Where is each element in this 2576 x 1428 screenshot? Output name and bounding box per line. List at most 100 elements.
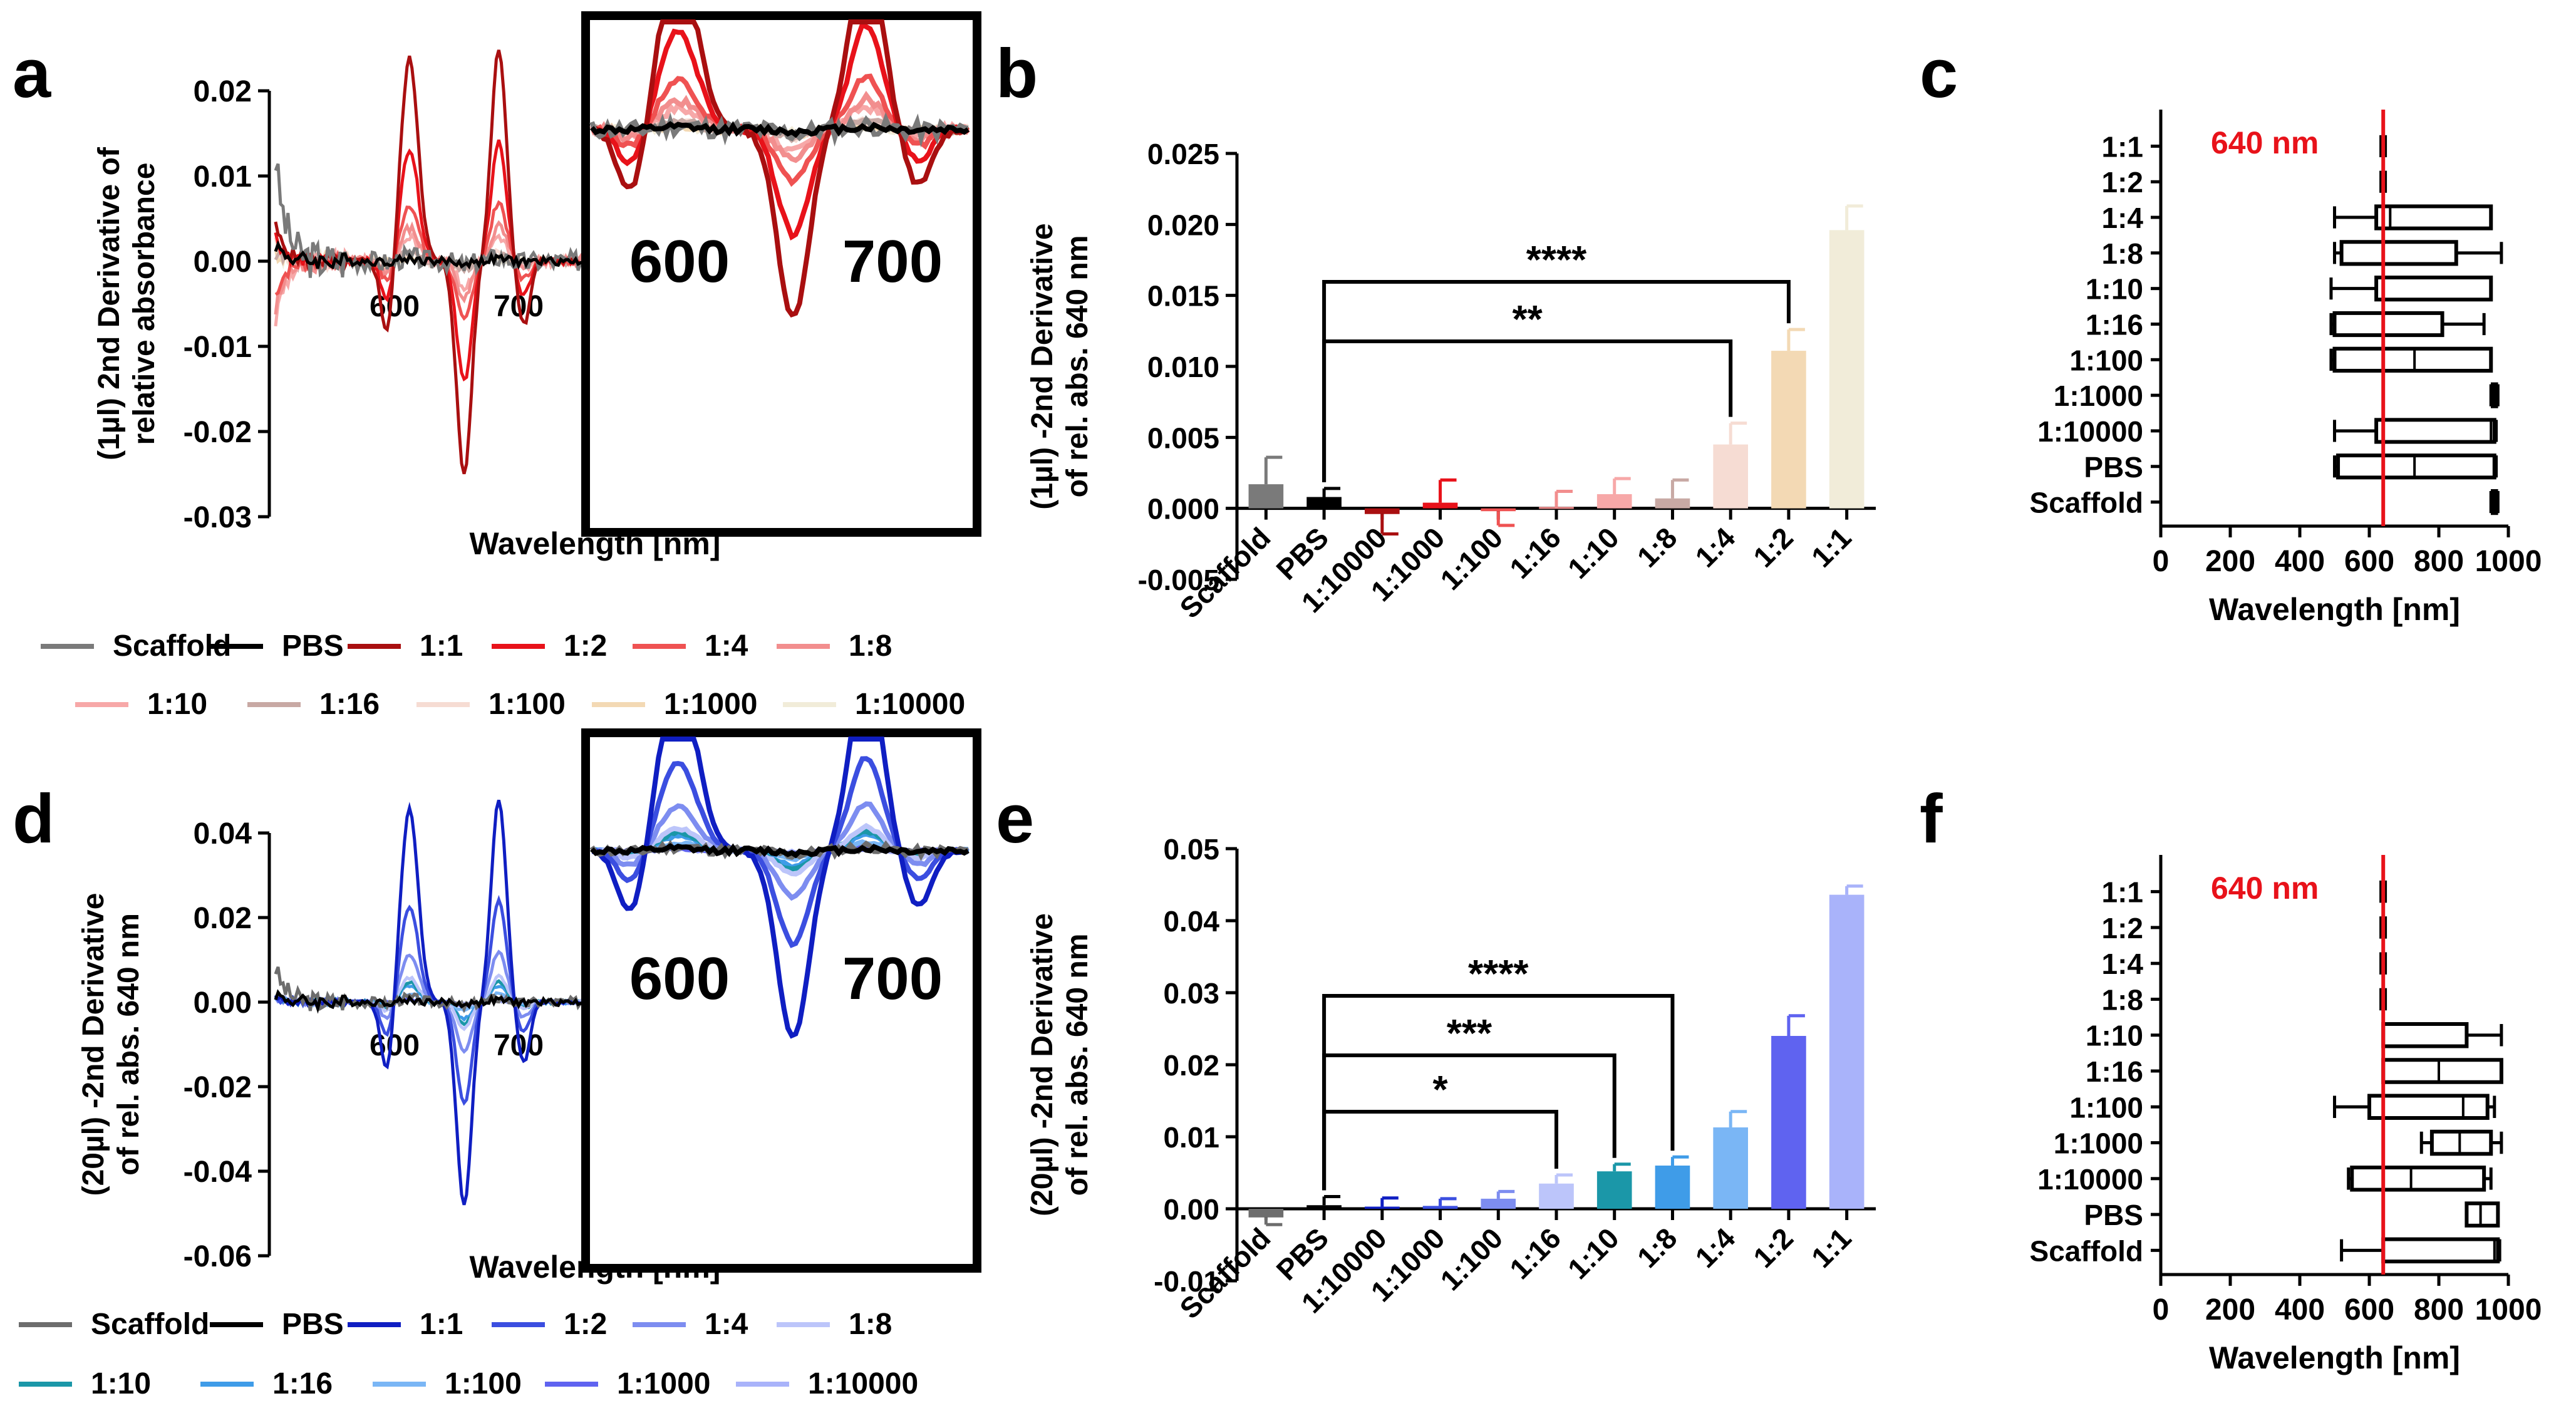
x-tick-label: 1:10 bbox=[1561, 521, 1625, 585]
bar-1:8 bbox=[1655, 498, 1690, 509]
panel-f-box-plot: 0 200 400 600 800 1000 Wavelength [nm] 1:11:2 1:… bbox=[2030, 855, 2542, 1375]
significance-bracket bbox=[1322, 1110, 1558, 1191]
y-tick-label: 1:4 bbox=[2102, 948, 2144, 980]
y-tick-label: 1:8 bbox=[2102, 983, 2143, 1016]
legend-label: 1:2 bbox=[564, 1308, 607, 1341]
bar-1:10 bbox=[1596, 494, 1632, 509]
series-line-PBS bbox=[274, 240, 586, 270]
y-tick-label: 0.03 bbox=[1163, 977, 1219, 1010]
inset-series-line-PBS bbox=[590, 843, 970, 859]
inset-x-tick-label: 600 bbox=[629, 228, 730, 295]
bar-1:10000 bbox=[1365, 1206, 1400, 1209]
y-axis-title-line: of rel. abs. 640 nm bbox=[1061, 934, 1094, 1196]
y-tick-label: 1:100 bbox=[2069, 1091, 2143, 1124]
x-tick-label: 0 bbox=[2153, 545, 2170, 578]
inset-series-line-1:1 bbox=[592, 737, 969, 1039]
y-tick-label: 0.04 bbox=[194, 817, 252, 851]
y-tick-label: 0.000 bbox=[1147, 493, 1219, 525]
box-1:4 bbox=[2374, 204, 2493, 230]
panel-label-e: e bbox=[996, 780, 1034, 857]
panel-label-d: d bbox=[13, 780, 54, 857]
x-tick-label: 1:2 bbox=[1747, 521, 1799, 574]
y-tick-label: 1:2 bbox=[2102, 166, 2143, 199]
y-tick-label: PBS bbox=[2084, 1199, 2143, 1231]
y-tick-label: -0.02 bbox=[184, 1071, 252, 1104]
panel-label-c: c bbox=[1920, 35, 1958, 112]
legend-label: 1:1000 bbox=[617, 1367, 710, 1400]
significance-bracket bbox=[1322, 994, 1675, 1191]
legend-label: 1:8 bbox=[849, 1308, 892, 1341]
significance-bracket bbox=[1322, 1053, 1616, 1191]
panel-label-f: f bbox=[1920, 780, 1943, 857]
inset-x-tick-label: 700 bbox=[842, 228, 943, 295]
x-tick-label: 600 bbox=[370, 290, 420, 323]
legend-label: 1:16 bbox=[319, 688, 380, 721]
y-tick-label: 1:8 bbox=[2102, 237, 2143, 270]
significance-label: *** bbox=[1447, 1012, 1492, 1055]
panel-a-spectra: 0.02 0.01 0.00 -0.01 -0.02 -0.03 (1µl) 2nd Der… bbox=[41, 11, 981, 721]
y-tick-label: 0.00 bbox=[194, 986, 252, 1020]
legend-label: 1:10000 bbox=[808, 1367, 918, 1400]
inset-series-line-1:2 bbox=[591, 756, 969, 948]
inset-series-line-1:2 bbox=[591, 21, 969, 241]
y-axis-title-line: (20µl) -2nd Derivative bbox=[77, 893, 110, 1196]
box-1:16 bbox=[2381, 1058, 2503, 1084]
x-tick-label: 0 bbox=[2153, 1293, 2170, 1327]
box-1:100 bbox=[2332, 346, 2493, 373]
y-tick-label: 1:16 bbox=[2086, 309, 2143, 341]
legend-label: 1:1 bbox=[420, 1308, 463, 1341]
significance-label: ** bbox=[1513, 298, 1543, 341]
bar-1:1 bbox=[1829, 894, 1865, 1209]
bar-1:2 bbox=[1771, 351, 1806, 509]
x-tick-label: 200 bbox=[2205, 1293, 2255, 1327]
x-tick-label: 1:8 bbox=[1631, 521, 1684, 574]
bar-1:4 bbox=[1713, 1127, 1748, 1209]
y-tick-label: -0.03 bbox=[184, 501, 252, 534]
x-tick-label: 1:10 bbox=[1561, 1221, 1625, 1285]
x-axis-title: Wavelength [nm] bbox=[2209, 592, 2460, 627]
series-line-PBS bbox=[274, 989, 586, 1014]
y-tick-label: 1:1 bbox=[2102, 130, 2143, 163]
bar-1:100 bbox=[1481, 508, 1516, 512]
y-tick-label: 1:10000 bbox=[2037, 415, 2143, 448]
y-tick-label: 0.00 bbox=[194, 246, 252, 279]
y-tick-label: 0.02 bbox=[1163, 1049, 1219, 1082]
box-1:100 bbox=[2367, 1094, 2490, 1120]
box-PBS bbox=[2336, 453, 2496, 480]
x-tick-label: 600 bbox=[2344, 1293, 2394, 1327]
legend-label: 1:10000 bbox=[855, 688, 965, 721]
bar-1:10000 bbox=[1365, 508, 1400, 514]
legend-label: 1:4 bbox=[705, 629, 748, 663]
panel-e-bar-chart: 0.050.040.030.020.010.00-0.01ScaffoldPBS… bbox=[1026, 833, 1876, 1325]
inset-series-line-1:1 bbox=[591, 19, 970, 318]
y-tick-label: 1:2 bbox=[2102, 912, 2143, 944]
bar-Scaffold bbox=[1248, 484, 1284, 509]
significance-label: * bbox=[1432, 1068, 1448, 1112]
panel-label-a: a bbox=[13, 35, 51, 112]
x-tick-label: 600 bbox=[370, 1029, 420, 1062]
y-axis-title-line: of rel. abs. 640 nm bbox=[112, 913, 145, 1176]
bar-PBS bbox=[1306, 1205, 1342, 1209]
y-axis-title-line: relative absorbance bbox=[128, 163, 161, 445]
significance-bracket bbox=[1322, 339, 1733, 482]
y-tick-label: 0.005 bbox=[1147, 422, 1219, 454]
y-tick-label: 1:10 bbox=[2086, 273, 2143, 306]
bar-1:16 bbox=[1539, 1183, 1574, 1209]
y-tick-label: 1:10000 bbox=[2037, 1163, 2143, 1196]
x-tick-label: 400 bbox=[2275, 1293, 2325, 1327]
y-tick-label: 0.05 bbox=[1163, 833, 1219, 866]
bar-PBS bbox=[1306, 497, 1342, 509]
box-1:10 bbox=[2381, 1022, 2469, 1048]
y-tick-label: 0.00 bbox=[1163, 1193, 1219, 1226]
y-axis-title-line: of rel. abs. 640 nm bbox=[1061, 235, 1094, 498]
y-tick-label: 0.01 bbox=[194, 160, 252, 194]
legend-label: 1:8 bbox=[849, 629, 892, 663]
y-tick-label: 0.04 bbox=[1163, 905, 1219, 938]
reference-line-label: 640 nm bbox=[2211, 125, 2319, 160]
x-tick-label: 1:1 bbox=[1805, 521, 1858, 574]
x-tick-label: 1:100 bbox=[1434, 521, 1509, 596]
panel-b-bar-chart: 0.0250.0200.0150.0100.0050.000-0.005Scaf… bbox=[1026, 138, 1876, 624]
y-tick-label: Scaffold bbox=[2030, 1234, 2143, 1267]
y-tick-label: 1:1000 bbox=[2054, 1127, 2143, 1160]
x-tick-label: 600 bbox=[2344, 545, 2394, 578]
